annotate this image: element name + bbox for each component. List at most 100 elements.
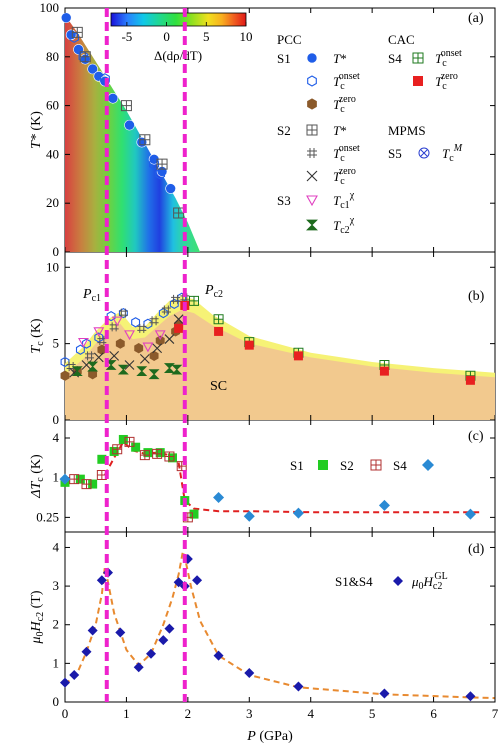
point-b [213,314,224,325]
point-c [152,448,163,459]
point-d [133,662,144,673]
point-d [293,681,304,692]
point-c [131,442,141,452]
point-d [158,635,169,646]
legend-marker-d [393,576,403,586]
panel-a-legend-markers [306,52,430,231]
point-b [97,344,107,355]
point-b [293,351,303,361]
point-b [173,314,184,325]
point-b [124,360,135,370]
point-a [155,168,166,180]
panel-a-label: (a) [468,11,484,26]
legend-s2-tc-onset: Tconset [333,143,360,164]
point-b [189,295,199,306]
point-c [378,499,390,511]
hc2-guide [64,551,496,700]
x-tick-label: 7 [492,706,499,721]
point-b [134,343,144,354]
legend-marker-s5-tc-m-cross [420,149,428,157]
point-c [81,479,92,490]
point-c [59,473,71,485]
point-b [66,362,76,372]
legend-marker-s3-tc2 [306,219,318,231]
pc2-label: Pc2 [204,283,223,300]
point-a [124,119,135,131]
point-a [173,207,185,219]
legend-pcc-title: PCC [277,32,302,47]
point-c [109,446,119,456]
point-b [94,332,104,343]
legend-s2-tstar: T* [333,123,347,138]
panel-d-legend: S1&S4 μ0Hc2GL [335,571,448,592]
legend-s1-tc-onset: Tconset [333,71,360,92]
legend-s5: S5 [388,146,402,161]
panel-b-y-ticks: 0 5 10 [46,259,495,427]
point-c [155,448,165,458]
legend-s5-tc-m: TcM [442,143,463,164]
point-a [87,63,98,75]
y-tick-label: 4 [53,539,60,554]
point-a [71,26,83,38]
point-c [164,451,175,462]
point-b [111,316,123,327]
y-tick-label: 0.25 [36,509,59,524]
point-c [112,444,123,455]
point-a [69,31,80,43]
point-b [465,375,475,385]
point-b [244,340,254,350]
point-c [168,453,177,463]
legend-marker-c-s1 [318,460,328,470]
point-d [192,575,203,586]
point-b [171,364,183,375]
point-b [71,366,83,377]
point-a [165,183,176,194]
y-tick-label: 0 [53,244,60,259]
x-axis-label: P (GPa) [246,729,293,744]
point-b [118,308,128,318]
legend-marker-s3-tc1 [306,195,318,207]
x-tick-label: 1 [123,706,130,721]
point-c [292,507,304,519]
point-a [120,100,132,112]
panel-c-frame [64,419,496,533]
colorbar [110,12,247,27]
colorbar-tick-label: 5 [203,29,210,44]
panel-c-y-ticks: 0.25 1 4 [36,430,495,524]
colorbar-tick-label: 0 [163,29,170,44]
point-b [155,335,165,346]
point-c [97,454,107,464]
y-tick-label: 60 [46,98,59,113]
critical-pressure-lines [104,8,187,702]
point-c [243,510,255,522]
point-b [148,369,160,380]
point-d [173,577,184,588]
legend-marker-c-s4 [422,459,434,471]
point-b [131,317,141,328]
panel-b-sc-region [65,296,495,420]
point-b [60,356,70,368]
x-tick-label: 3 [246,706,253,721]
legend-marker-s2-tc-onset [307,148,317,158]
point-b [174,323,184,333]
y-tick-label: 20 [46,195,59,210]
point-b [149,350,159,362]
point-b [124,330,135,341]
panel-c-legend: S1 S2 S4 [290,458,407,473]
panel-d-label: (d) [468,542,485,557]
y-tick-label: 0 [53,694,60,709]
x-axis-ticks: 0 1 2 3 4 5 6 7 [62,8,499,721]
point-b [93,352,104,363]
point-b [106,310,116,322]
x-tick-label: 6 [430,706,437,721]
point-b [152,343,163,354]
panel-a-data-marks [60,12,185,219]
point-b [139,354,150,364]
sc-region-label: SC [210,379,227,394]
point-b [137,323,147,333]
colorbar-ticks: -5 0 5 10 [121,22,253,44]
point-b [109,350,120,361]
point-d [164,623,175,634]
colorbar-tick-label: 10 [240,29,253,44]
